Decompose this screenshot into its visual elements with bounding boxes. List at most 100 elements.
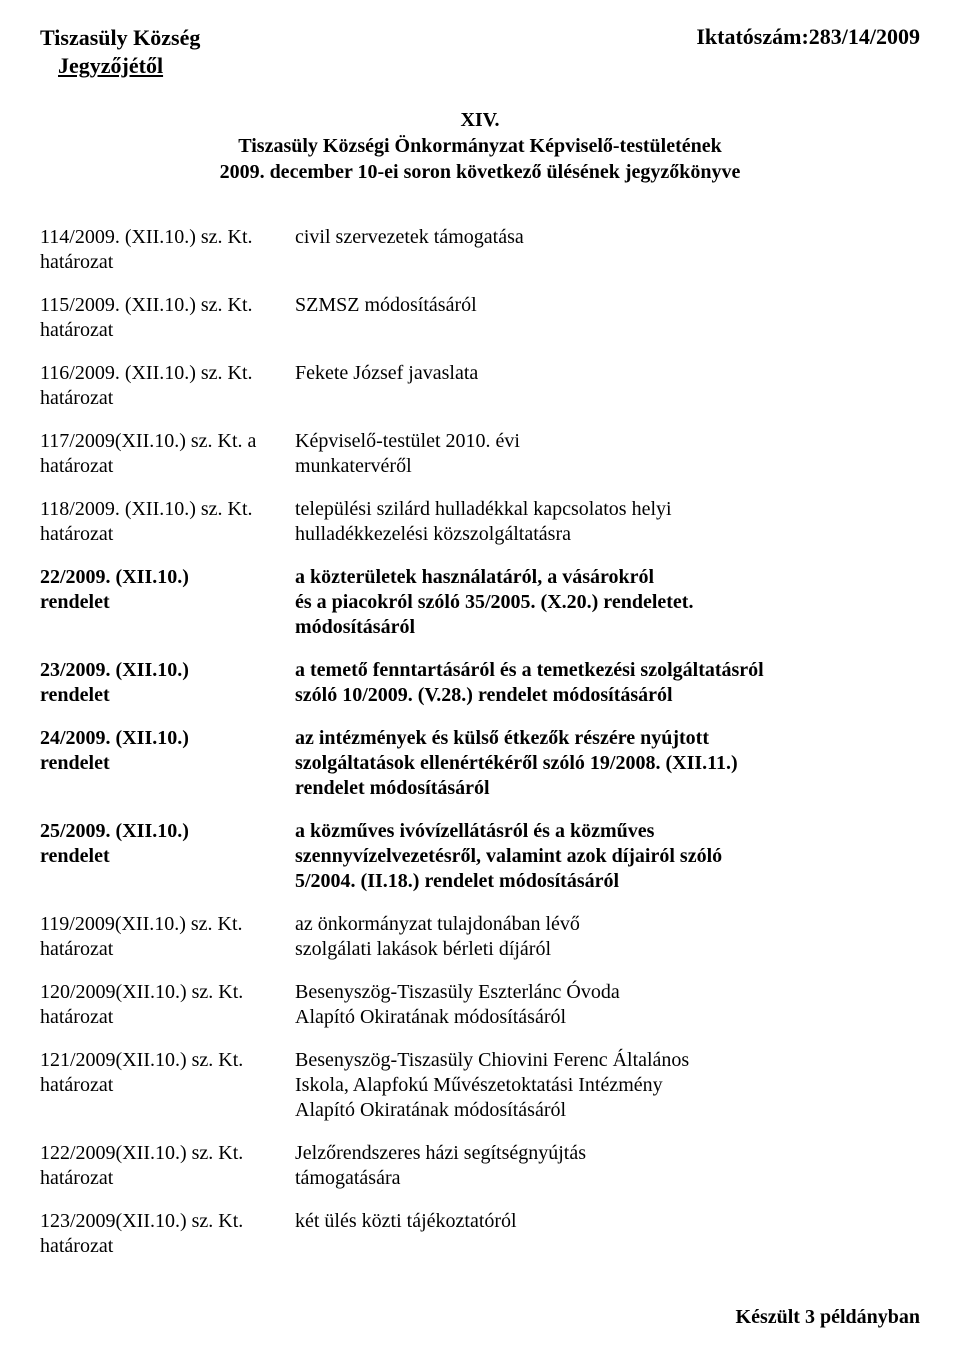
list-row-left: 119/2009(XII.10.) sz. Kt.határozat — [40, 912, 295, 962]
right-line1: települési szilárd hulladékkal kapcsolat… — [295, 497, 920, 522]
left-line1: 24/2009. (XII.10.) — [40, 726, 295, 751]
list-row-right: a közműves ivóvízellátásról és a közműve… — [295, 819, 920, 894]
footer: Készült 3 példányban — [736, 1306, 920, 1329]
list-row-left: 118/2009. (XII.10.) sz. Kt.határozat — [40, 497, 295, 547]
right-line1: a közműves ivóvízellátásról és a közműve… — [295, 819, 920, 844]
right-line2: szennyvízelvezetésről, valamint azok díj… — [295, 844, 920, 869]
left-line2: rendelet — [40, 844, 295, 869]
left-line2: határozat — [40, 1166, 295, 1191]
right-line1: civil szervezetek támogatása — [295, 225, 920, 250]
right-line2: szolgáltatások ellenértékéről szóló 19/2… — [295, 751, 920, 776]
header-left: Tiszasüly Község Jegyzőjétől — [40, 24, 200, 79]
right-line1: SZMSZ módosításáról — [295, 293, 920, 318]
left-line1: 25/2009. (XII.10.) — [40, 819, 295, 844]
reference-number: Iktatószám:283/14/2009 — [696, 24, 920, 50]
right-line3: rendelet módosításáról — [295, 776, 920, 801]
list-row: 115/2009. (XII.10.) sz. Kt.határozatSZMS… — [40, 293, 920, 343]
list-row: 23/2009. (XII.10.)rendeleta temető fennt… — [40, 658, 920, 708]
list-row-left: 121/2009(XII.10.) sz. Kt.határozat — [40, 1048, 295, 1098]
list-row: 118/2009. (XII.10.) sz. Kt.határozattele… — [40, 497, 920, 547]
right-line1: két ülés közti tájékoztatóról — [295, 1209, 920, 1234]
right-line2: Alapító Okiratának módosításáról — [295, 1005, 920, 1030]
list-row: 22/2009. (XII.10.)rendeleta közterületek… — [40, 565, 920, 640]
list-row: 117/2009(XII.10.) sz. Kt. ahatározatKépv… — [40, 429, 920, 479]
right-line1: az intézmények és külső étkezők részére … — [295, 726, 920, 751]
left-line2: rendelet — [40, 751, 295, 776]
left-line1: 120/2009(XII.10.) sz. Kt. — [40, 980, 295, 1005]
list-row: 116/2009. (XII.10.) sz. Kt.határozatFeke… — [40, 361, 920, 411]
header: Tiszasüly Község Jegyzőjétől Iktatószám:… — [40, 24, 920, 79]
left-line1: 115/2009. (XII.10.) sz. Kt. — [40, 293, 295, 318]
left-line2: határozat — [40, 937, 295, 962]
list-row: 25/2009. (XII.10.)rendeleta közműves ivó… — [40, 819, 920, 894]
right-line3: módosításáról — [295, 615, 920, 640]
list-row-left: 23/2009. (XII.10.)rendelet — [40, 658, 295, 708]
list-row: 123/2009(XII.10.) sz. Kt.határozatkét ül… — [40, 1209, 920, 1259]
org-line2: Jegyzőjétől — [40, 52, 200, 80]
left-line2: határozat — [40, 250, 295, 275]
right-line1: a közterületek használatáról, a vásárokr… — [295, 565, 920, 590]
right-line2: szóló 10/2009. (V.28.) rendelet módosítá… — [295, 683, 920, 708]
list-row-left: 115/2009. (XII.10.) sz. Kt.határozat — [40, 293, 295, 343]
list-row: 121/2009(XII.10.) sz. Kt.határozatBeseny… — [40, 1048, 920, 1123]
right-line1: Jelzőrendszeres házi segítségnyújtás — [295, 1141, 920, 1166]
list-row-right: SZMSZ módosításáról — [295, 293, 920, 318]
list-row-right: Fekete József javaslata — [295, 361, 920, 386]
list-row-right: a temető fenntartásáról és a temetkezési… — [295, 658, 920, 708]
right-line2: szolgálati lakások bérleti díjáról — [295, 937, 920, 962]
list-row-right: Besenyszög-Tiszasüly Eszterlánc ÓvodaAla… — [295, 980, 920, 1030]
left-line1: 117/2009(XII.10.) sz. Kt. a — [40, 429, 295, 454]
list-row-left: 122/2009(XII.10.) sz. Kt.határozat — [40, 1141, 295, 1191]
list-row-left: 123/2009(XII.10.) sz. Kt.határozat — [40, 1209, 295, 1259]
left-line1: 121/2009(XII.10.) sz. Kt. — [40, 1048, 295, 1073]
org-line1: Tiszasüly Község — [40, 24, 200, 52]
right-line1: az önkormányzat tulajdonában lévő — [295, 912, 920, 937]
list-row: 122/2009(XII.10.) sz. Kt.határozatJelzőr… — [40, 1141, 920, 1191]
resolution-list: 114/2009. (XII.10.) sz. Kt.határozatcivi… — [40, 225, 920, 1259]
left-line2: határozat — [40, 1073, 295, 1098]
list-row-right: az intézmények és külső étkezők részére … — [295, 726, 920, 801]
list-row: 24/2009. (XII.10.)rendeletaz intézmények… — [40, 726, 920, 801]
title-line3: 2009. december 10-ei soron következő ülé… — [40, 159, 920, 185]
left-line1: 119/2009(XII.10.) sz. Kt. — [40, 912, 295, 937]
right-line1: Képviselő-testület 2010. évi — [295, 429, 920, 454]
list-row: 119/2009(XII.10.) sz. Kt.határozataz önk… — [40, 912, 920, 962]
right-line2: hulladékkezelési közszolgáltatásra — [295, 522, 920, 547]
list-row-left: 25/2009. (XII.10.)rendelet — [40, 819, 295, 869]
list-row-right: a közterületek használatáról, a vásárokr… — [295, 565, 920, 640]
right-line1: Besenyszög-Tiszasüly Eszterlánc Óvoda — [295, 980, 920, 1005]
right-line3: Alapító Okiratának módosításáról — [295, 1098, 920, 1123]
list-row: 114/2009. (XII.10.) sz. Kt.határozatcivi… — [40, 225, 920, 275]
left-line2: határozat — [40, 1234, 295, 1259]
list-row-right: települési szilárd hulladékkal kapcsolat… — [295, 497, 920, 547]
left-line1: 116/2009. (XII.10.) sz. Kt. — [40, 361, 295, 386]
title-block: XIV. Tiszasüly Községi Önkormányzat Képv… — [40, 107, 920, 185]
right-line3: 5/2004. (II.18.) rendelet módosításáról — [295, 869, 920, 894]
list-row-left: 114/2009. (XII.10.) sz. Kt.határozat — [40, 225, 295, 275]
list-row-left: 117/2009(XII.10.) sz. Kt. ahatározat — [40, 429, 295, 479]
left-line2: rendelet — [40, 590, 295, 615]
list-row-right: az önkormányzat tulajdonában lévőszolgál… — [295, 912, 920, 962]
left-line1: 23/2009. (XII.10.) — [40, 658, 295, 683]
list-row-left: 116/2009. (XII.10.) sz. Kt.határozat — [40, 361, 295, 411]
list-row-right: Besenyszög-Tiszasüly Chiovini Ferenc Ált… — [295, 1048, 920, 1123]
title-line1: XIV. — [40, 107, 920, 133]
left-line1: 114/2009. (XII.10.) sz. Kt. — [40, 225, 295, 250]
right-line2: és a piacokról szóló 35/2005. (X.20.) re… — [295, 590, 920, 615]
left-line2: határozat — [40, 522, 295, 547]
left-line2: határozat — [40, 318, 295, 343]
list-row-left: 22/2009. (XII.10.)rendelet — [40, 565, 295, 615]
right-line2: munkatervéről — [295, 454, 920, 479]
left-line2: határozat — [40, 386, 295, 411]
page: Tiszasüly Község Jegyzőjétől Iktatószám:… — [0, 0, 960, 1353]
right-line1: Besenyszög-Tiszasüly Chiovini Ferenc Ált… — [295, 1048, 920, 1073]
left-line1: 122/2009(XII.10.) sz. Kt. — [40, 1141, 295, 1166]
left-line2: rendelet — [40, 683, 295, 708]
title-line2: Tiszasüly Községi Önkormányzat Képviselő… — [40, 133, 920, 159]
right-line2: támogatására — [295, 1166, 920, 1191]
list-row: 120/2009(XII.10.) sz. Kt.határozatBeseny… — [40, 980, 920, 1030]
left-line2: határozat — [40, 454, 295, 479]
list-row-right: két ülés közti tájékoztatóról — [295, 1209, 920, 1234]
right-line1: a temető fenntartásáról és a temetkezési… — [295, 658, 920, 683]
left-line1: 118/2009. (XII.10.) sz. Kt. — [40, 497, 295, 522]
